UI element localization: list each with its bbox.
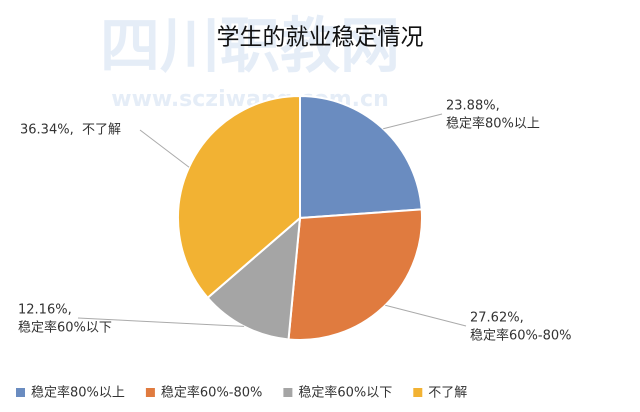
chart-title: 学生的就业稳定情况 — [217, 25, 424, 51]
legend-swatch — [16, 388, 25, 397]
pie-slice — [206, 215, 302, 341]
data-label: 27.62%, — [470, 311, 524, 326]
legend-label: 不了解 — [428, 386, 467, 401]
data-label-category: 不了解 — [82, 123, 121, 138]
data-label-category: 稳定率80%以上 — [446, 116, 540, 132]
legend-label: 稳定率80%以上 — [31, 385, 125, 401]
data-label: 36.34%, — [20, 123, 74, 138]
watermark: 四川职教网 — [100, 12, 400, 82]
legend-label: 稳定率60%-80% — [161, 385, 262, 401]
pie-slice — [177, 94, 301, 300]
leader-line — [77, 317, 245, 327]
leader-line — [139, 129, 190, 168]
leader-line — [385, 304, 467, 327]
legend-swatch — [283, 388, 293, 397]
legend-swatch — [413, 388, 423, 397]
legend-label: 稳定率60%以下 — [298, 385, 392, 401]
data-label-category: 稳定率60%以下 — [18, 320, 112, 336]
pie-slice — [287, 208, 423, 341]
pie-slice — [299, 94, 423, 220]
legend-swatch — [145, 388, 155, 397]
data-label: 12.16%, — [18, 303, 72, 318]
data-label: 23.88%, — [446, 99, 500, 114]
data-label-category: 稳定率60%-80% — [470, 328, 571, 344]
leader-line — [383, 113, 443, 130]
